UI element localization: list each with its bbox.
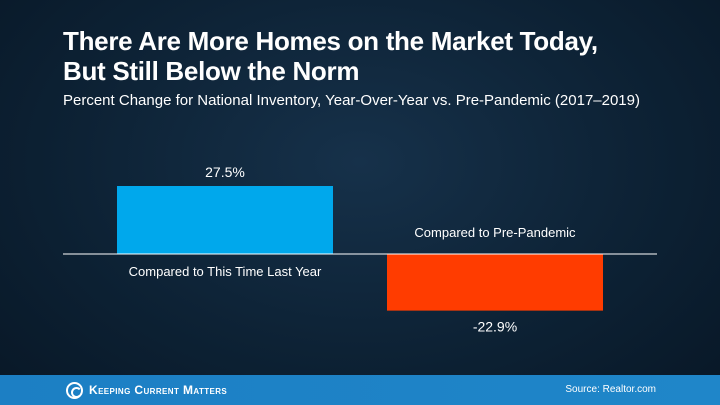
source-label: Source: Realtor.com (565, 384, 656, 395)
chart-subtitle: Percent Change for National Inventory, Y… (63, 92, 640, 109)
brand-logo: Keeping Current Matters (66, 380, 227, 400)
bar-1 (117, 186, 333, 254)
bar-chart: 27.5% Compared to This Time Last Year -22.… (117, 164, 603, 335)
footer-bar: Keeping Current Matters Source: Realtor.… (0, 375, 720, 405)
bar-2 (387, 254, 603, 311)
category-label-2: Compared to Pre-Pandemic (414, 225, 576, 240)
data-label-1: 27.5% (205, 164, 245, 180)
category-label-1: Compared to This Time Last Year (129, 264, 322, 279)
chart-title: There Are More Homes on the Market Today… (63, 26, 598, 86)
data-label-2: -22.9% (473, 319, 517, 335)
logo-icon (66, 381, 83, 399)
title-line-1: There Are More Homes on the Market Today… (63, 26, 598, 56)
title-line-2: But Still Below the Norm (63, 56, 360, 86)
logo-text: Keeping Current Matters (89, 383, 228, 397)
